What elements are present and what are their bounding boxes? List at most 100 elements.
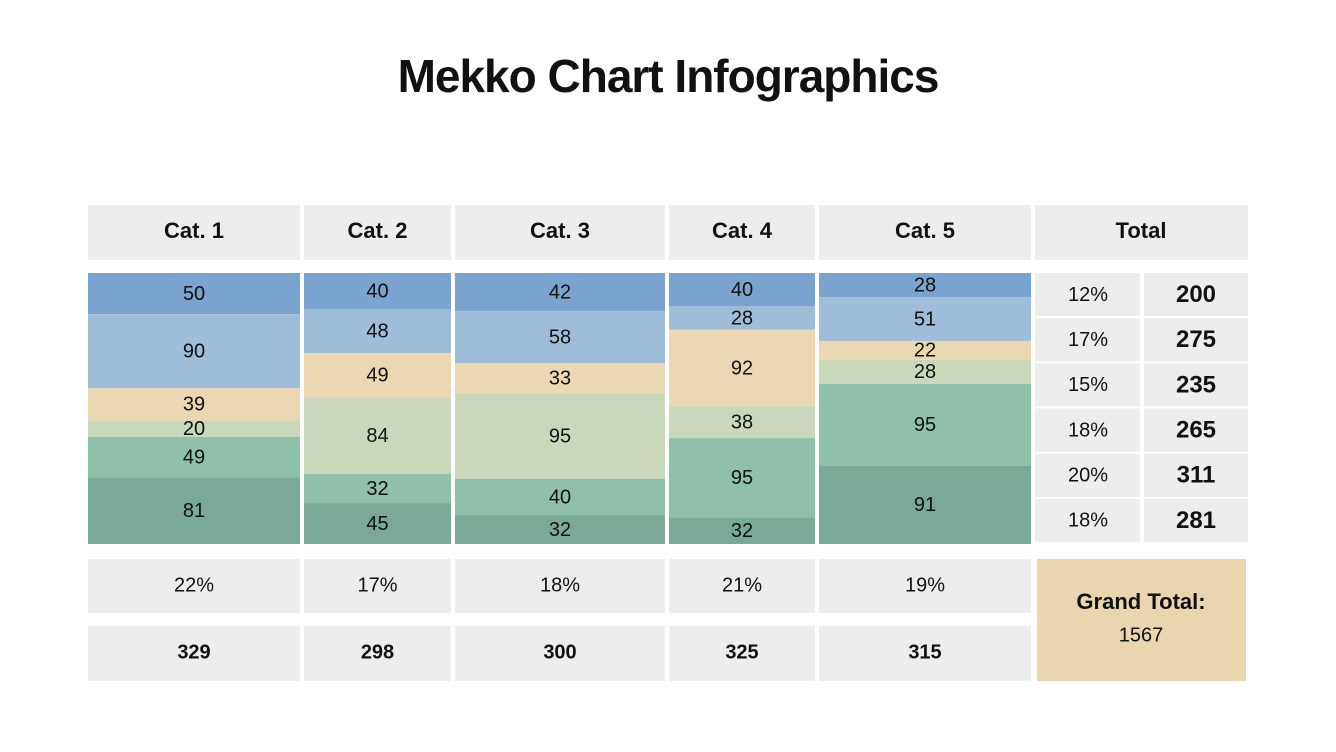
total-cell [819, 626, 1031, 681]
percent-cell [455, 559, 665, 613]
column-percentage: 17% [357, 574, 397, 596]
row-percentage: 17% [1068, 329, 1108, 351]
category-label: Cat. 5 [895, 218, 955, 243]
column-total: 300 [543, 641, 576, 663]
segment-label: 84 [366, 425, 388, 447]
row-percent-cell [1035, 408, 1140, 452]
segment-label: 28 [914, 274, 936, 296]
row-total: 275 [1176, 326, 1216, 353]
segment-label: 91 [914, 494, 936, 516]
row-percentage: 18% [1068, 419, 1108, 441]
grand-total-label: Grand Total: [1076, 589, 1205, 614]
segment-label: 40 [731, 279, 753, 301]
row-total-cell [1144, 363, 1248, 407]
row-percent-cell [1035, 273, 1140, 317]
row-percent-cell [1035, 363, 1140, 407]
segment [669, 406, 815, 439]
segment [304, 309, 451, 354]
segment-label: 81 [183, 500, 205, 522]
segment-label: 95 [549, 425, 571, 447]
percent-cell [304, 559, 451, 613]
percent-cell [669, 559, 815, 613]
segment-label: 40 [549, 486, 571, 508]
column-percentage: 18% [540, 574, 580, 596]
grand-total: 1567 [1119, 624, 1164, 646]
segment-label: 32 [366, 478, 388, 500]
column-percentage: 21% [722, 574, 762, 596]
segment [819, 359, 1031, 384]
total-cell [304, 626, 451, 681]
column-percentage: 22% [174, 574, 214, 596]
row-total-cell [1144, 318, 1248, 362]
segment [88, 388, 300, 421]
category-label: Cat. 3 [530, 218, 590, 243]
row-percentage: 15% [1068, 374, 1108, 396]
percent-cell [88, 559, 300, 613]
segment-label: 92 [731, 357, 753, 379]
segment-label: 32 [731, 520, 753, 542]
segment-label: 42 [549, 281, 571, 303]
row-total: 235 [1176, 371, 1216, 398]
column-total: 315 [908, 641, 941, 663]
column-total: 298 [361, 641, 394, 663]
segment [304, 397, 451, 474]
total-cell [669, 626, 815, 681]
segment [669, 438, 815, 518]
segment-label: 58 [549, 326, 571, 348]
segment-label: 48 [366, 320, 388, 342]
segment [88, 477, 300, 544]
row-total-cell [1144, 498, 1248, 542]
segment [455, 515, 665, 544]
column-total: 325 [725, 641, 758, 663]
segment [304, 273, 451, 310]
row-total-cell [1144, 408, 1248, 452]
segment-label: 28 [914, 361, 936, 383]
row-percentage: 20% [1068, 465, 1108, 487]
segment-label: 51 [914, 308, 936, 330]
segment [88, 314, 300, 389]
segment [669, 273, 815, 307]
segment-label: 28 [731, 307, 753, 329]
segment [455, 273, 665, 311]
row-percentage: 12% [1068, 284, 1108, 306]
segment-label: 20 [183, 418, 205, 440]
segment [455, 310, 665, 364]
segment-label: 50 [183, 283, 205, 305]
segment-label: 95 [914, 414, 936, 436]
header-cell [88, 205, 300, 260]
header-cell [669, 205, 815, 260]
column-total: 329 [177, 641, 210, 663]
segment-label: 38 [731, 412, 753, 434]
row-total: 311 [1177, 462, 1216, 489]
segment [819, 383, 1031, 466]
segment [304, 353, 451, 398]
column-percentage: 19% [905, 574, 945, 596]
percent-cell [819, 559, 1031, 613]
row-percentage: 18% [1068, 510, 1108, 532]
segment-label: 90 [183, 341, 205, 363]
row-percent-cell [1035, 453, 1140, 497]
header-cell [1035, 205, 1248, 260]
header-cell [455, 205, 665, 260]
category-label: Cat. 2 [348, 218, 408, 243]
row-total: 200 [1176, 281, 1216, 308]
segment-label: 40 [366, 280, 388, 302]
segment [304, 473, 451, 504]
header-cell [819, 205, 1031, 260]
segment [669, 517, 815, 544]
segment [669, 306, 815, 330]
header-cell [304, 205, 451, 260]
segment-label: 39 [183, 394, 205, 416]
row-total-cell [1144, 273, 1248, 317]
grand-total-box [1037, 559, 1246, 681]
segment-label: 22 [914, 340, 936, 362]
total-cell [455, 626, 665, 681]
row-total-cell [1144, 453, 1248, 497]
segment-label: 33 [549, 368, 571, 390]
segment [455, 363, 665, 394]
segment-label: 95 [731, 467, 753, 489]
category-label: Cat. 4 [712, 218, 773, 243]
segment [455, 393, 665, 479]
segment [669, 329, 815, 407]
